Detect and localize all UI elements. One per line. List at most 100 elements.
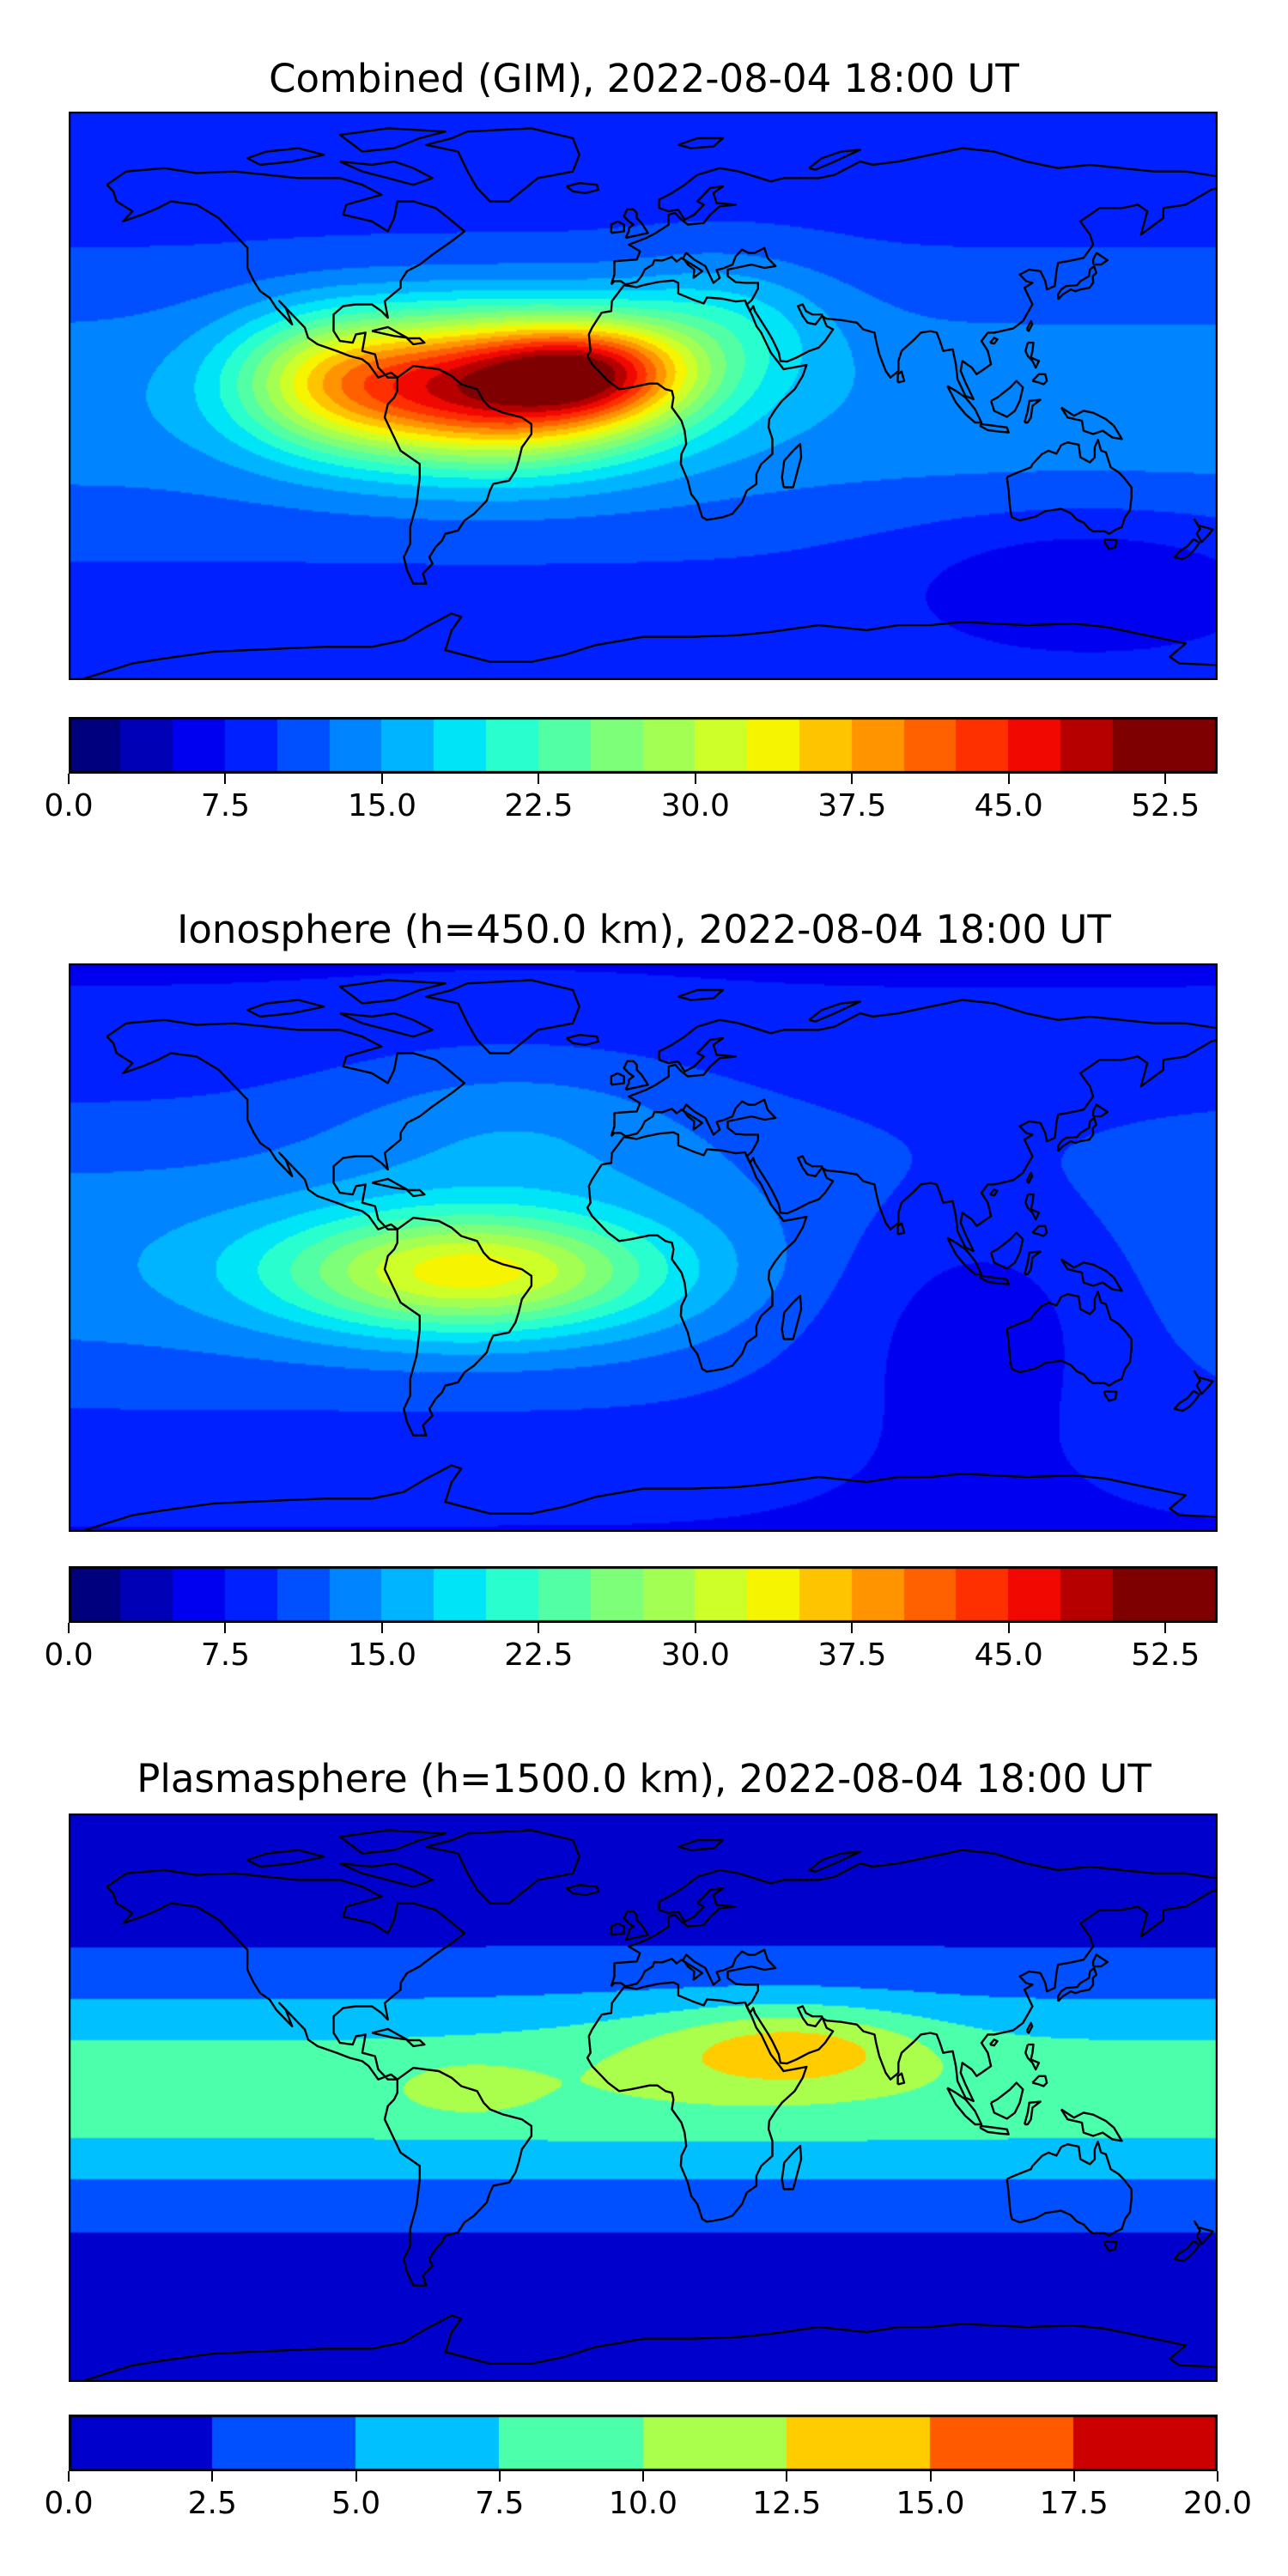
panel-title-combined: Combined (GIM), 2022-08-04 18:00 UT: [269, 56, 1019, 101]
coastline-segment: [1025, 2021, 1034, 2034]
coastline-segment: [623, 1060, 649, 1091]
coastline-segment: [1091, 252, 1109, 266]
coastline-segment: [989, 337, 999, 345]
coastline-segment: [1023, 398, 1042, 424]
coastline-overlay-combined: [69, 112, 1218, 680]
colorbar-tick-label: 7.5: [475, 2486, 525, 2521]
coastline-segment: [610, 220, 625, 234]
coastline-segment: [339, 1862, 434, 1888]
colorbar-tick-label: 37.5: [817, 788, 887, 823]
colorbar-tick-label: 5.0: [331, 2486, 381, 2521]
coastline-segment: [989, 380, 1024, 418]
coastline-segment: [781, 442, 803, 489]
colorbar-tick-label: 52.5: [1131, 788, 1200, 823]
coastline-segment: [1103, 1390, 1118, 1402]
coastline-segment: [246, 1849, 325, 1868]
coastline-segment: [781, 2144, 803, 2190]
coastline-segment: [1193, 1370, 1214, 1395]
colorbar-tick-mark: [538, 774, 540, 784]
coastline-segment: [371, 1177, 409, 1191]
colorbar-tick-mark: [498, 2471, 501, 2482]
colorbar-tick-mark: [694, 1623, 696, 1633]
colorbar-tick-label: 20.0: [1182, 2486, 1253, 2521]
colorbar-tick-mark: [1007, 774, 1010, 784]
coastline-segment: [989, 1231, 1024, 1270]
coastline-segment: [338, 127, 447, 153]
coastline-segment: [425, 127, 580, 203]
coastline-overlay-plasmasphere: [69, 1814, 1218, 2382]
coastline-segment: [610, 1849, 1218, 1987]
coastline-segment: [76, 2314, 1218, 2382]
coastline-segment: [1060, 2108, 1123, 2142]
colorbar-tick-label: 15.0: [896, 2486, 965, 2521]
colorbar-tick-mark: [380, 774, 383, 784]
coastline-segment: [808, 1850, 861, 1873]
colorbar-tick-mark: [211, 2471, 214, 2482]
coastline-segment: [896, 2072, 906, 2086]
coastline-segment: [989, 2038, 999, 2047]
coastline-segment: [586, 1131, 808, 1373]
coastline-segment: [610, 1072, 625, 1086]
coastline-segment: [338, 979, 447, 1005]
coastline-segment: [610, 186, 1218, 401]
colorbar-tick-label: 7.5: [200, 1637, 251, 1673]
colorbar-tick-mark: [355, 2471, 357, 2482]
panel-title-plasmasphere: Plasmasphere (h=1500.0 km), 2022-08-04 1…: [137, 1756, 1151, 1801]
colorbar-tick-mark: [851, 774, 854, 784]
coastline-segment: [76, 1464, 1218, 1532]
colorbar-tick-label: 15.0: [347, 1637, 416, 1673]
colorbar-tick-mark: [538, 1623, 540, 1633]
coastline-segment: [371, 2027, 409, 2041]
coastline-segment: [106, 1018, 466, 1230]
tec-map-plasmasphere: [69, 1814, 1218, 2382]
coastline-segment: [246, 147, 325, 167]
coastline-segment: [946, 385, 983, 424]
coastline-segment: [383, 1217, 533, 1437]
colorbar-tick-mark: [1072, 2471, 1075, 2482]
coastline-segment: [979, 2124, 1010, 2136]
coastline-segment: [677, 137, 725, 149]
colorbar-tick-label: 0.0: [44, 788, 94, 823]
coastline-segment: [610, 1888, 1218, 2103]
colorbar-tick-mark: [1164, 1623, 1167, 1633]
coastline-segment: [1005, 1290, 1133, 1387]
colorbar-tick-mark: [851, 1623, 854, 1633]
coastline-segment: [677, 988, 725, 1001]
colorbar-tick-label: 2.5: [187, 2486, 237, 2521]
coastline-segment: [1091, 1103, 1109, 1118]
coastline-segment: [425, 979, 580, 1054]
coastline-segment: [979, 1274, 1010, 1285]
colorbar-tick-mark: [786, 2471, 788, 2482]
coastline-segment: [339, 1012, 434, 1038]
coastline-segment: [610, 999, 1218, 1137]
coastline-segment: [1193, 2220, 1214, 2245]
colorbar-tick-label: 45.0: [974, 788, 1043, 823]
coastline-segment: [1031, 1224, 1048, 1237]
coastline-segment: [946, 1236, 983, 1276]
colorbar-tick-mark: [68, 2471, 70, 2482]
colorbar-tick-mark: [68, 1623, 70, 1633]
coastline-segment: [946, 2087, 983, 2126]
colorbar-tick-mark: [224, 1623, 227, 1633]
colorbar-tick-label: 45.0: [974, 1637, 1043, 1673]
colorbar-tick-mark: [380, 1623, 383, 1633]
coastline-segment: [781, 1294, 803, 1340]
tec-map-ionosphere: [69, 963, 1218, 1532]
coastline-segment: [1025, 1171, 1034, 1184]
colorbar-combined: [69, 717, 1218, 774]
coastline-segment: [371, 325, 409, 339]
colorbar-tick-label: 10.0: [608, 2486, 678, 2521]
colorbar-tick-label: 22.5: [504, 788, 574, 823]
colorbar-tick-label: 17.5: [1039, 2486, 1109, 2521]
coastline-segment: [1024, 341, 1041, 369]
colorbar-tick-mark: [1007, 1623, 1010, 1633]
coastline-segment: [808, 149, 861, 171]
coastline-segment: [610, 1038, 1218, 1253]
coastline-segment: [76, 612, 1218, 680]
coastline-segment: [623, 208, 649, 240]
coastline-segment: [586, 1981, 808, 2223]
coastline-segment: [1173, 1389, 1201, 1413]
coastline-segment: [896, 1222, 906, 1236]
coastline-segment: [1005, 2140, 1133, 2237]
colorbar-tick-mark: [1164, 774, 1167, 784]
